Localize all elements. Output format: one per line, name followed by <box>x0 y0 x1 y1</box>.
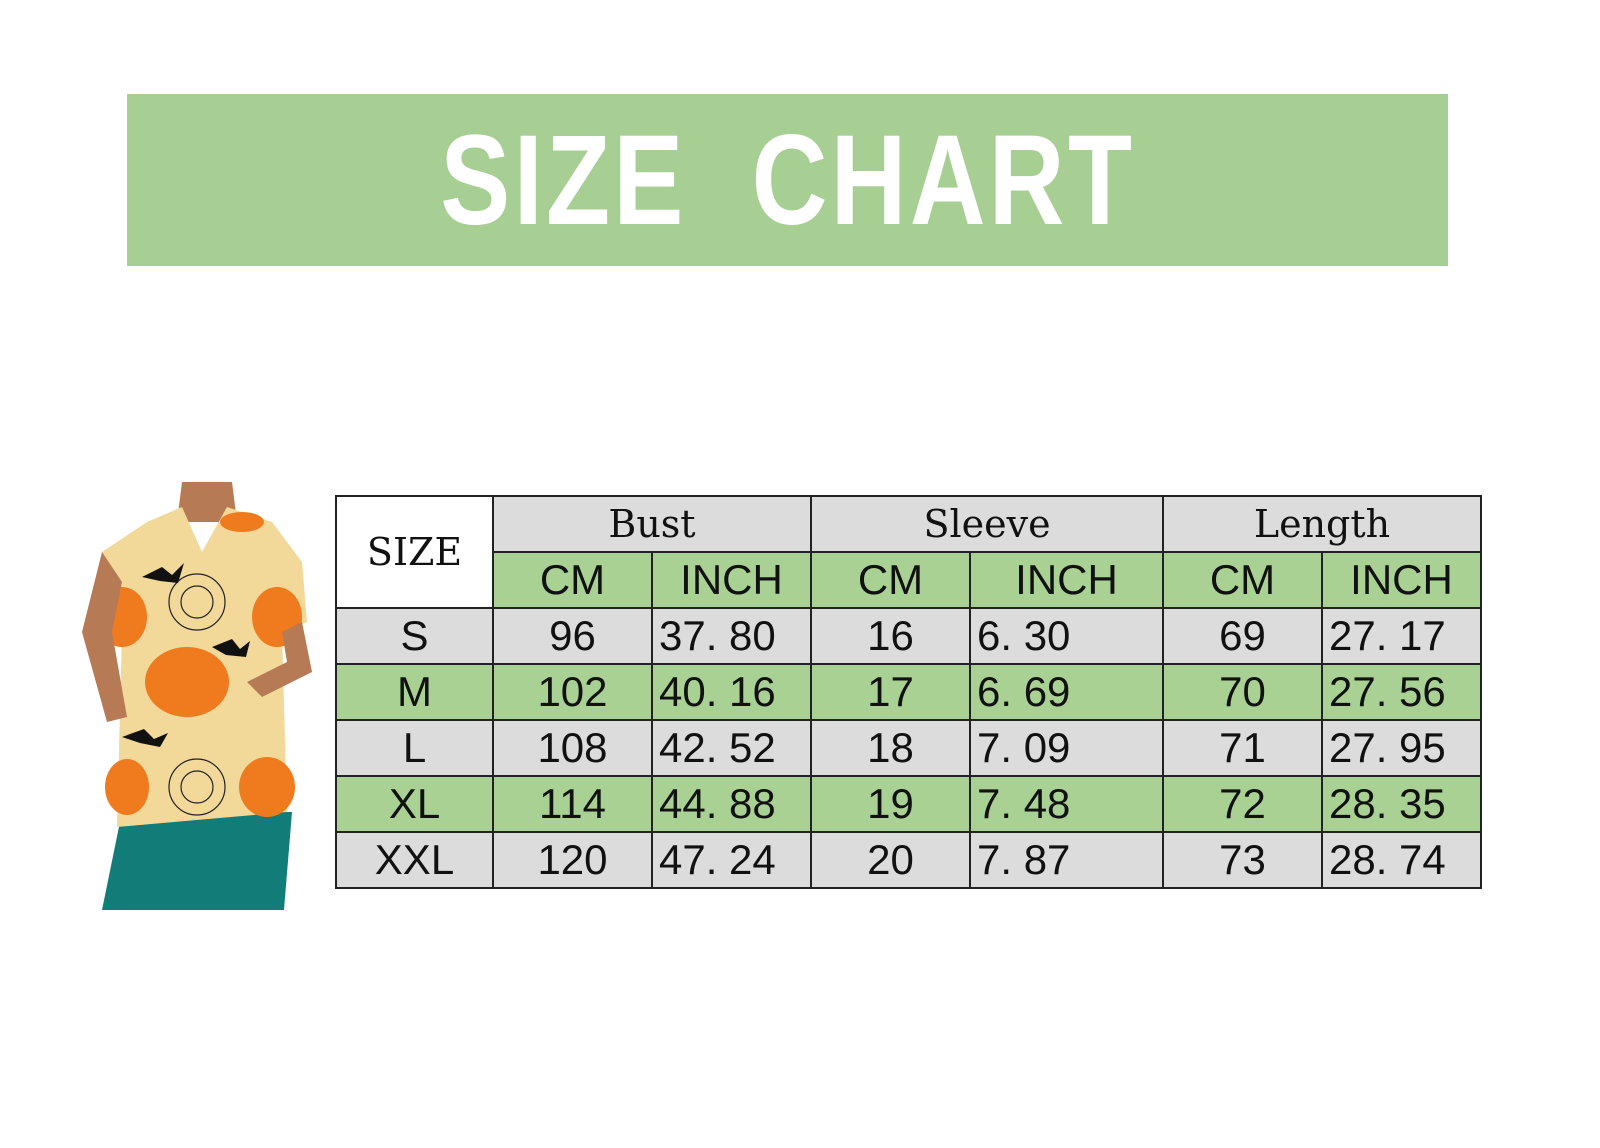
table-row: XXL 120 47. 24 20 7. 87 73 28. 74 <box>335 831 1482 889</box>
pants <box>102 812 292 910</box>
value-cell: 27. 17 <box>1321 607 1482 665</box>
value-cell: 69 <box>1162 607 1323 665</box>
value-cell: 72 <box>1162 775 1323 833</box>
size-cell: XXL <box>335 831 494 889</box>
spiderweb-print <box>168 573 226 816</box>
unit-header-row: CM INCH CM INCH CM INCH <box>336 551 1482 609</box>
table-row: XL 114 44. 88 19 7. 48 72 28. 35 <box>335 775 1482 833</box>
value-cell: 37. 80 <box>651 607 812 665</box>
value-cell: 73 <box>1162 831 1323 889</box>
size-header: SIZE <box>335 495 494 609</box>
value-cell: 18 <box>810 719 971 777</box>
value-cell: 28. 35 <box>1321 775 1482 833</box>
value-cell: 17 <box>810 663 971 721</box>
value-cell: 40. 16 <box>651 663 812 721</box>
unit-header-cm: CM <box>492 551 653 609</box>
unit-header-inch: INCH <box>969 551 1164 609</box>
value-cell: 6. 69 <box>969 663 1164 721</box>
table-row: S 96 37. 80 16 6. 30 69 27. 17 <box>335 607 1482 665</box>
value-cell: 6. 30 <box>969 607 1164 665</box>
unit-header-cm: CM <box>1162 551 1323 609</box>
value-cell: 47. 24 <box>651 831 812 889</box>
value-cell: 7. 48 <box>969 775 1164 833</box>
product-image <box>82 482 312 910</box>
size-table: SIZE Bust Sleeve Length CM INCH CM INCH CM IN… <box>335 495 1482 889</box>
value-cell: 114 <box>492 775 653 833</box>
value-cell: 16 <box>810 607 971 665</box>
value-cell: 120 <box>492 831 653 889</box>
group-header-bust: Bust <box>492 495 812 553</box>
title-banner: SIZE CHART <box>127 94 1448 266</box>
value-cell: 20 <box>810 831 971 889</box>
page-title: SIZE CHART <box>439 108 1136 252</box>
unit-header-inch: INCH <box>1321 551 1482 609</box>
value-cell: 27. 56 <box>1321 663 1482 721</box>
table-header-row: SIZE Bust Sleeve Length <box>335 495 1482 609</box>
value-cell: 7. 09 <box>969 719 1164 777</box>
bat-print <box>122 563 250 747</box>
value-cell: 28. 74 <box>1321 831 1482 889</box>
size-cell: S <box>335 607 494 665</box>
value-cell: 102 <box>492 663 653 721</box>
value-cell: 27. 95 <box>1321 719 1482 777</box>
value-cell: 42. 52 <box>651 719 812 777</box>
table-row: L 108 42. 52 18 7. 09 71 27. 95 <box>335 719 1482 777</box>
unit-header-cm: CM <box>810 551 971 609</box>
value-cell: 44. 88 <box>651 775 812 833</box>
value-cell: 19 <box>810 775 971 833</box>
group-header-sleeve: Sleeve <box>810 495 1164 553</box>
unit-header-inch: INCH <box>651 551 812 609</box>
value-cell: 71 <box>1162 719 1323 777</box>
table-row: M 102 40. 16 17 6. 69 70 27. 56 <box>335 663 1482 721</box>
value-cell: 7. 87 <box>969 831 1164 889</box>
value-cell: 70 <box>1162 663 1323 721</box>
size-cell: L <box>335 719 494 777</box>
size-cell: M <box>335 663 494 721</box>
group-header-length: Length <box>1162 495 1482 553</box>
value-cell: 108 <box>492 719 653 777</box>
size-cell: XL <box>335 775 494 833</box>
value-cell: 96 <box>492 607 653 665</box>
